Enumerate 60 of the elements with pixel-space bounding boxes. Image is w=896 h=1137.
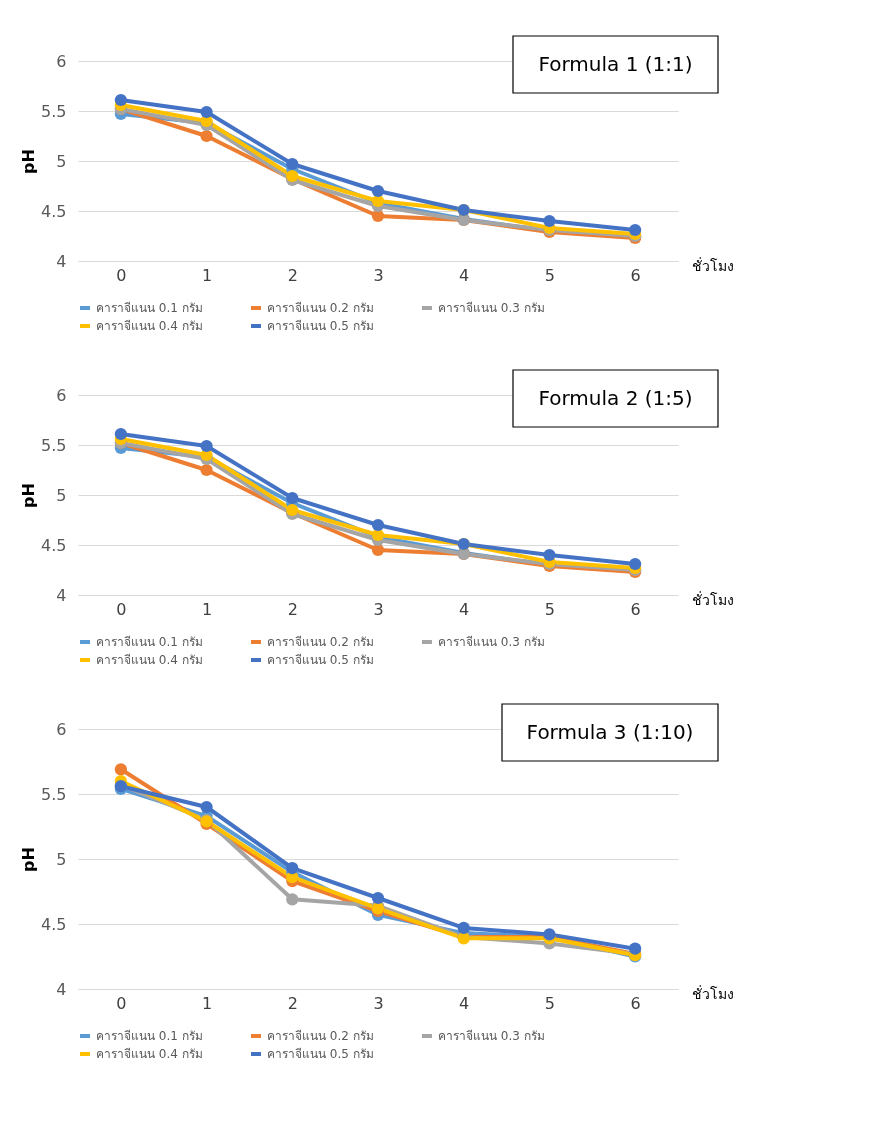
x-tick-label: 0 — [116, 993, 127, 1013]
x-tick-label: 2 — [287, 993, 298, 1013]
legend-label: คาราจีแนน 0.5 กรัม — [267, 319, 374, 333]
x-tick-label: 6 — [630, 599, 641, 619]
x-tick-label: 0 — [116, 599, 127, 619]
y-tick-label: 4.5 — [41, 201, 67, 221]
y-tick-label: 5 — [56, 151, 67, 171]
x-tick-label: 3 — [373, 993, 384, 1013]
y-tick-label: 5.5 — [41, 784, 67, 804]
legend-label: คาราจีแนน 0.4 กรัม — [96, 653, 203, 667]
y-tick-label: 4 — [56, 979, 67, 999]
x-tick-label: 1 — [201, 599, 213, 619]
x-tick-label: 4 — [459, 993, 470, 1013]
legend-label: คาราจีแนน 0.2 กรัม — [267, 635, 374, 649]
y-tick-label: 6 — [56, 719, 67, 739]
x-tick-label: 3 — [373, 599, 384, 619]
legend-label: คาราจีแนน 0.5 กรัม — [267, 1047, 374, 1061]
x-tick-label: 0 — [116, 265, 127, 285]
y-tick-label: 5.5 — [41, 435, 67, 455]
y-tick-label: 4.5 — [41, 535, 67, 555]
legend-label: คาราจีแนน 0.3 กรัม — [438, 301, 545, 315]
legend-label: คาราจีแนน 0.3 กรัม — [438, 635, 545, 649]
y-tick-label: 5 — [56, 849, 67, 869]
y-tick-label: 5 — [56, 485, 67, 505]
legend-label: คาราจีแนน 0.5 กรัม — [267, 653, 374, 667]
y-axis-title: pH — [19, 149, 39, 174]
legend-label: คาราจีแนน 0.4 กรัม — [96, 319, 203, 333]
x-tick-label: 6 — [630, 265, 641, 285]
y-tick-label: 6 — [56, 385, 67, 405]
x-tick-label: 2 — [287, 599, 298, 619]
x-axis-title: ชั่วโมง — [691, 590, 734, 608]
x-tick-label: 3 — [373, 265, 384, 285]
x-tick-label: 4 — [459, 265, 470, 285]
x-tick-label: 4 — [459, 599, 470, 619]
y-tick-label: 6 — [56, 51, 67, 71]
x-axis-title: ชั่วโมง — [691, 984, 734, 1002]
y-axis-title: pH — [19, 483, 39, 508]
x-tick-label: 5 — [544, 993, 556, 1013]
x-tick-label: 1 — [201, 993, 213, 1013]
x-tick-label: 6 — [630, 993, 641, 1013]
y-tick-label: 4.5 — [41, 914, 67, 934]
x-tick-label: 2 — [287, 265, 298, 285]
legend-label: คาราจีแนน 0.2 กรัม — [267, 1029, 374, 1043]
chart-title: Formula 1 (1:1) — [538, 52, 693, 76]
x-tick-label: 1 — [201, 265, 213, 285]
chart-title: Formula 2 (1:5) — [538, 386, 693, 410]
x-tick-label: 5 — [544, 599, 556, 619]
legend-label: คาราจีแนน 0.4 กรัม — [96, 1047, 203, 1061]
y-axis-title: pH — [19, 847, 39, 872]
legend-label: คาราจีแนน 0.1 กรัม — [96, 635, 203, 649]
legend-label: คาราจีแนน 0.1 กรัม — [96, 1029, 203, 1043]
chart-title: Formula 3 (1:10) — [526, 720, 694, 744]
y-tick-label: 4 — [56, 585, 67, 605]
x-axis-title: ชั่วโมง — [691, 256, 734, 274]
legend-label: คาราจีแนน 0.3 กรัม — [438, 1029, 545, 1043]
legend-label: คาราจีแนน 0.1 กรัม — [96, 301, 203, 315]
x-tick-label: 5 — [544, 265, 556, 285]
y-tick-label: 4 — [56, 251, 67, 271]
legend-label: คาราจีแนน 0.2 กรัม — [267, 301, 374, 315]
y-tick-label: 5.5 — [41, 101, 67, 121]
